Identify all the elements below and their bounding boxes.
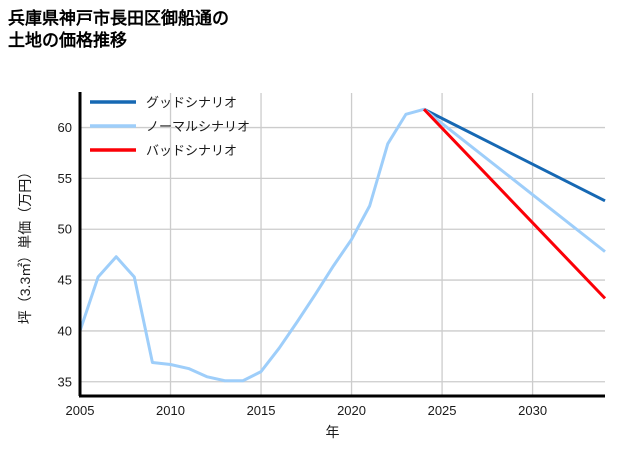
- series-line: [78, 107, 606, 383]
- y-tick-label: 50: [58, 222, 72, 237]
- y-tick-label: 55: [58, 171, 72, 186]
- series-line: [423, 107, 606, 203]
- x-tick-label: 2015: [247, 403, 276, 418]
- y-axis-title: 坪（3.3㎡）単価（万円）: [17, 165, 33, 324]
- y-tick-label: 45: [58, 273, 72, 288]
- gridlines-group: [79, 93, 605, 396]
- y-tick-label: 35: [58, 374, 72, 389]
- axes-group: [78, 92, 605, 398]
- chart-title: 兵庫県神戸市長田区御船通の 土地の価格推移: [8, 9, 229, 51]
- y-tick-label: 60: [58, 120, 72, 135]
- tick-labels-group: 35 40 45 50 55 60 2005 2010 2015 2020 2025 2030: [58, 120, 548, 418]
- x-tick-label: 2025: [428, 403, 457, 418]
- legend-label: グッドシナリオ: [146, 95, 237, 110]
- x-tick-label: 2030: [518, 403, 547, 418]
- legend-label: ノーマルシナリオ: [146, 119, 250, 134]
- legend-label: バッドシナリオ: [146, 143, 237, 158]
- x-tick-label: 2020: [337, 403, 366, 418]
- axis-titles-group: 年 坪（3.3㎡）単価（万円）: [17, 165, 340, 440]
- x-tick-label: 2005: [66, 403, 95, 418]
- series-group: [78, 107, 607, 383]
- y-tick-label: 40: [58, 323, 72, 338]
- series-line: [422, 108, 607, 300]
- x-tick-label: 2010: [156, 403, 185, 418]
- x-axis-title: 年: [326, 424, 340, 440]
